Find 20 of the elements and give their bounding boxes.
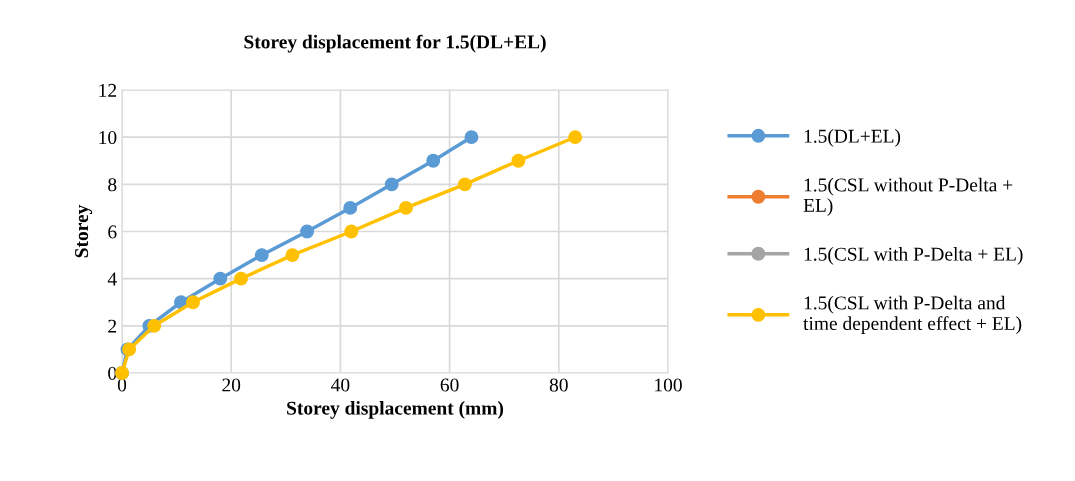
y-tick-label: 6 <box>108 225 117 239</box>
x-tick-label: 80 <box>549 378 568 392</box>
y-tick-label: 4 <box>107 272 117 286</box>
x-tick-label: 0 <box>117 378 127 392</box>
y-axis-title: Storey <box>75 204 93 258</box>
y-tick-label: 10 <box>99 130 117 145</box>
legend-label: 1.5(CSL with P-Delta and time dependent effect + EL) <box>803 295 1022 334</box>
legend-label: 1.5(CSL with P-Delta + EL) <box>804 247 1023 265</box>
x-tick-label: 40 <box>331 378 350 392</box>
x-tick-label: 60 <box>440 378 459 392</box>
y-tick-label: 12 <box>99 83 117 97</box>
legend-label: 1.5(CSL without P-Delta + EL) <box>803 177 1013 216</box>
legend-label: 1.5(DL+EL) <box>804 129 901 147</box>
chart-title: Storey displacement for 1.5(DL+EL) <box>244 34 546 53</box>
y-tick-label: 8 <box>108 178 117 192</box>
x-tick-label: 20 <box>222 378 241 392</box>
y-tick-label: 0 <box>108 366 117 380</box>
y-tick-label: 2 <box>108 319 117 333</box>
x-tick-label: 100 <box>655 378 682 392</box>
x-axis-title: Storey displacement (mm) <box>287 401 504 419</box>
